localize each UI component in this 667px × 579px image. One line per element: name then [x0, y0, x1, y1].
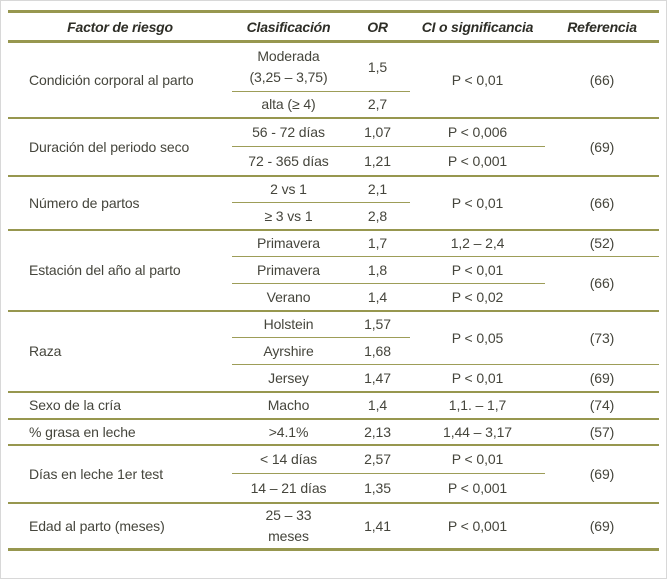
- ci-cell: P < 0,001: [447, 517, 508, 534]
- classification-cell: Ayrshire: [232, 337, 345, 365]
- table-row: alta (≥ 4) 2,7: [8, 91, 659, 119]
- ci-cell: 1,1. – 1,7: [410, 391, 545, 420]
- ci-cell: 1,2 – 2,4: [410, 229, 545, 257]
- table-row: Edad al parto (meses) 25 – 33 meses 1,41…: [8, 503, 659, 550]
- or-cell: 1,5: [345, 41, 410, 92]
- reference-cell: (73): [545, 310, 659, 365]
- classification-cell: Holstein: [232, 310, 345, 338]
- factor-cell: Edad al parto (meses): [29, 517, 165, 534]
- factor-cell: Raza: [8, 310, 232, 393]
- table-row: 14 – 21 días 1,35 P < 0,001: [8, 473, 659, 504]
- ci-cell: P < 0,01: [410, 175, 545, 231]
- table-row: Estación del año al parto Primavera 1,7 …: [8, 229, 659, 312]
- risk-factor-table: Factor de riesgo Clasificación OR CI o s…: [8, 10, 659, 551]
- classification-cell: Macho: [232, 391, 345, 420]
- factor-cell: Número de partos: [8, 175, 232, 231]
- factor-cell: Días en leche 1er test: [8, 444, 232, 504]
- factor-cell: Duración del periodo seco: [8, 117, 232, 177]
- table-row: Número de partos 2 vs 1 2,1 P < 0,01 (66…: [8, 175, 659, 231]
- col-header-factor: Factor de riesgo: [8, 11, 232, 43]
- reference-cell: (69): [545, 444, 659, 504]
- table-row: Sexo de la cría Macho 1,4 1,1. – 1,7 (74…: [8, 391, 659, 420]
- ci-cell: P < 0,05: [410, 310, 545, 365]
- reference-cell: (66): [545, 175, 659, 231]
- table-row: Condición corporal al parto Moderada (3,…: [8, 41, 659, 119]
- classification-cell: Verano: [232, 283, 345, 312]
- or-cell: 1,21: [345, 146, 410, 177]
- or-cell: 1,07: [345, 117, 410, 147]
- or-cell: 1,47: [345, 364, 410, 393]
- table-row: ≥ 3 vs 1 2,8: [8, 202, 659, 231]
- table-row: % grasa en leche >4.1% 2,13 1,44 – 3,17 …: [8, 418, 659, 446]
- table-row: Verano 1,4 P < 0,02: [8, 283, 659, 312]
- header-row: Factor de riesgo Clasificación OR CI o s…: [8, 11, 659, 43]
- table-row: Primavera 1,8 P < 0,01 (66): [8, 256, 659, 312]
- or-cell: 1,35: [345, 473, 410, 504]
- ci-cell: P < 0,001: [410, 473, 545, 504]
- or-cell: 1,4: [345, 391, 410, 420]
- ci-cell: P < 0,001: [410, 146, 545, 177]
- or-cell: 1,7: [345, 229, 410, 257]
- or-cell: 1,68: [345, 337, 410, 365]
- table-row: Días en leche 1er test < 14 días 2,57 P …: [8, 444, 659, 504]
- or-cell: 2,8: [345, 202, 410, 231]
- col-header-referencia: Referencia: [545, 11, 659, 43]
- col-header-clasificacion: Clasificación: [232, 11, 345, 43]
- or-cell: 2,1: [345, 175, 410, 203]
- classification-cell: 2 vs 1: [232, 175, 345, 203]
- or-cell: 2,57: [345, 444, 410, 474]
- ci-cell: P < 0,01: [410, 41, 545, 119]
- ci-cell: 1,44 – 3,17: [410, 418, 545, 446]
- classification-cell: 56 - 72 días: [232, 117, 345, 147]
- reference-cell: (69): [545, 117, 659, 177]
- or-cell: 1,8: [345, 256, 410, 284]
- reference-cell: (74): [545, 391, 659, 420]
- reference-cell: (69): [545, 364, 659, 393]
- classification-cell: Primavera: [232, 256, 345, 284]
- or-cell: 1,4: [345, 283, 410, 312]
- table-row: Duración del periodo seco 56 - 72 días 1…: [8, 117, 659, 177]
- reference-cell: (66): [545, 256, 659, 312]
- table-row: Jersey 1,47 P < 0,01 (69): [8, 364, 659, 393]
- classification-cell: 25 – 33 meses: [265, 506, 312, 544]
- table-row: 72 - 365 días 1,21 P < 0,001: [8, 146, 659, 177]
- table-row: Ayrshire 1,68: [8, 337, 659, 365]
- reference-cell: (66): [545, 41, 659, 119]
- col-header-ci: CI o significancia: [410, 11, 545, 43]
- classification-cell: Jersey: [232, 364, 345, 393]
- or-cell: 2,13: [345, 418, 410, 446]
- factor-cell: % grasa en leche: [8, 418, 232, 446]
- or-cell: 1,57: [345, 310, 410, 338]
- classification-cell: alta (≥ 4): [232, 91, 345, 119]
- or-cell: 2,7: [345, 91, 410, 119]
- classification-cell: Primavera: [232, 229, 345, 257]
- classification-cell: 14 – 21 días: [232, 473, 345, 504]
- table-row: Raza Holstein 1,57 P < 0,05 (73): [8, 310, 659, 393]
- reference-cell: (52): [545, 229, 659, 257]
- col-header-or: OR: [345, 11, 410, 43]
- classification-cell: < 14 días: [232, 444, 345, 474]
- factor-cell: Sexo de la cría: [8, 391, 232, 420]
- reference-cell: (57): [545, 418, 659, 446]
- ci-cell: P < 0,01: [410, 256, 545, 284]
- ci-cell: P < 0,006: [410, 117, 545, 147]
- factor-cell: Condición corporal al parto: [8, 41, 232, 119]
- classification-cell: 72 - 365 días: [232, 146, 345, 177]
- ci-cell: P < 0,01: [410, 364, 545, 393]
- classification-cell: Moderada (3,25 – 3,75): [232, 41, 345, 92]
- classification-cell: ≥ 3 vs 1: [232, 202, 345, 231]
- reference-cell: (69): [589, 517, 615, 534]
- factor-cell: Estación del año al parto: [8, 229, 232, 312]
- ci-cell: P < 0,02: [410, 283, 545, 312]
- or-cell: 1,41: [364, 517, 391, 534]
- ci-cell: P < 0,01: [410, 444, 545, 474]
- classification-cell: >4.1%: [232, 418, 345, 446]
